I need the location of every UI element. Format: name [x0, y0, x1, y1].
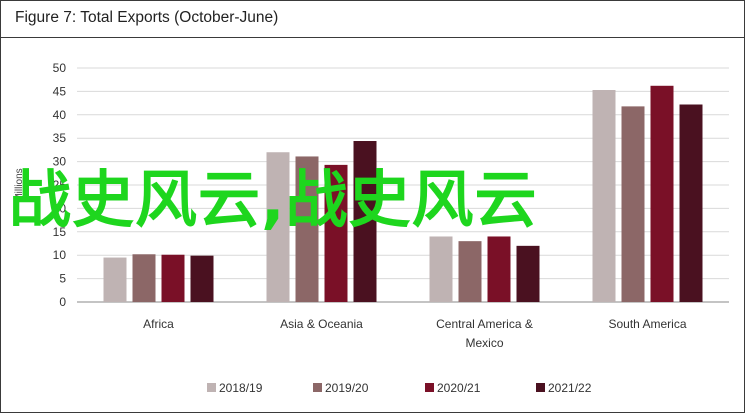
y-tick-label: 5 [59, 272, 66, 286]
legend-swatch [425, 383, 434, 392]
x-category-label: Africa [143, 317, 174, 331]
x-category-label: Mexico [465, 336, 503, 350]
y-tick-label: 10 [53, 248, 67, 262]
legend-label: 2020/21 [437, 381, 481, 395]
bar [487, 236, 511, 302]
x-category-label: South America [608, 317, 686, 331]
x-category-label: Central America & [436, 317, 533, 331]
bar [516, 245, 540, 302]
bar [161, 254, 185, 302]
y-tick-label: 15 [53, 225, 67, 239]
y-tick-label: 25 [53, 178, 67, 192]
bar [458, 241, 482, 302]
bar [353, 141, 377, 302]
y-tick-label: 20 [53, 201, 67, 215]
legend-label: 2021/22 [548, 381, 592, 395]
bar [132, 254, 156, 302]
legend-label: 2018/19 [219, 381, 263, 395]
legend-label: 2019/20 [325, 381, 369, 395]
bar [103, 257, 127, 302]
y-tick-label: 45 [53, 84, 67, 98]
bar [650, 85, 674, 302]
bar [295, 156, 319, 302]
legend-swatch [313, 383, 322, 392]
bar [679, 104, 703, 302]
y-tick-label: 0 [59, 295, 66, 309]
y-tick-label: 40 [53, 108, 67, 122]
y-tick-label: 30 [53, 155, 67, 169]
title-divider [1, 37, 744, 38]
legend-swatch [536, 383, 545, 392]
bar [190, 255, 214, 302]
y-axis-label: Millions [14, 168, 25, 201]
y-tick-label: 50 [53, 61, 67, 75]
bar [429, 236, 453, 302]
bar [592, 89, 616, 302]
x-category-label: Asia & Oceania [280, 317, 363, 331]
chart-title: Figure 7: Total Exports (October-June) [15, 9, 279, 26]
bar [324, 164, 348, 302]
bar [266, 152, 290, 302]
y-tick-label: 35 [53, 131, 67, 145]
bar [621, 106, 645, 302]
watermark-overlay-text: 战史风云,战史风云 [9, 163, 538, 236]
legend-swatch [207, 383, 216, 392]
